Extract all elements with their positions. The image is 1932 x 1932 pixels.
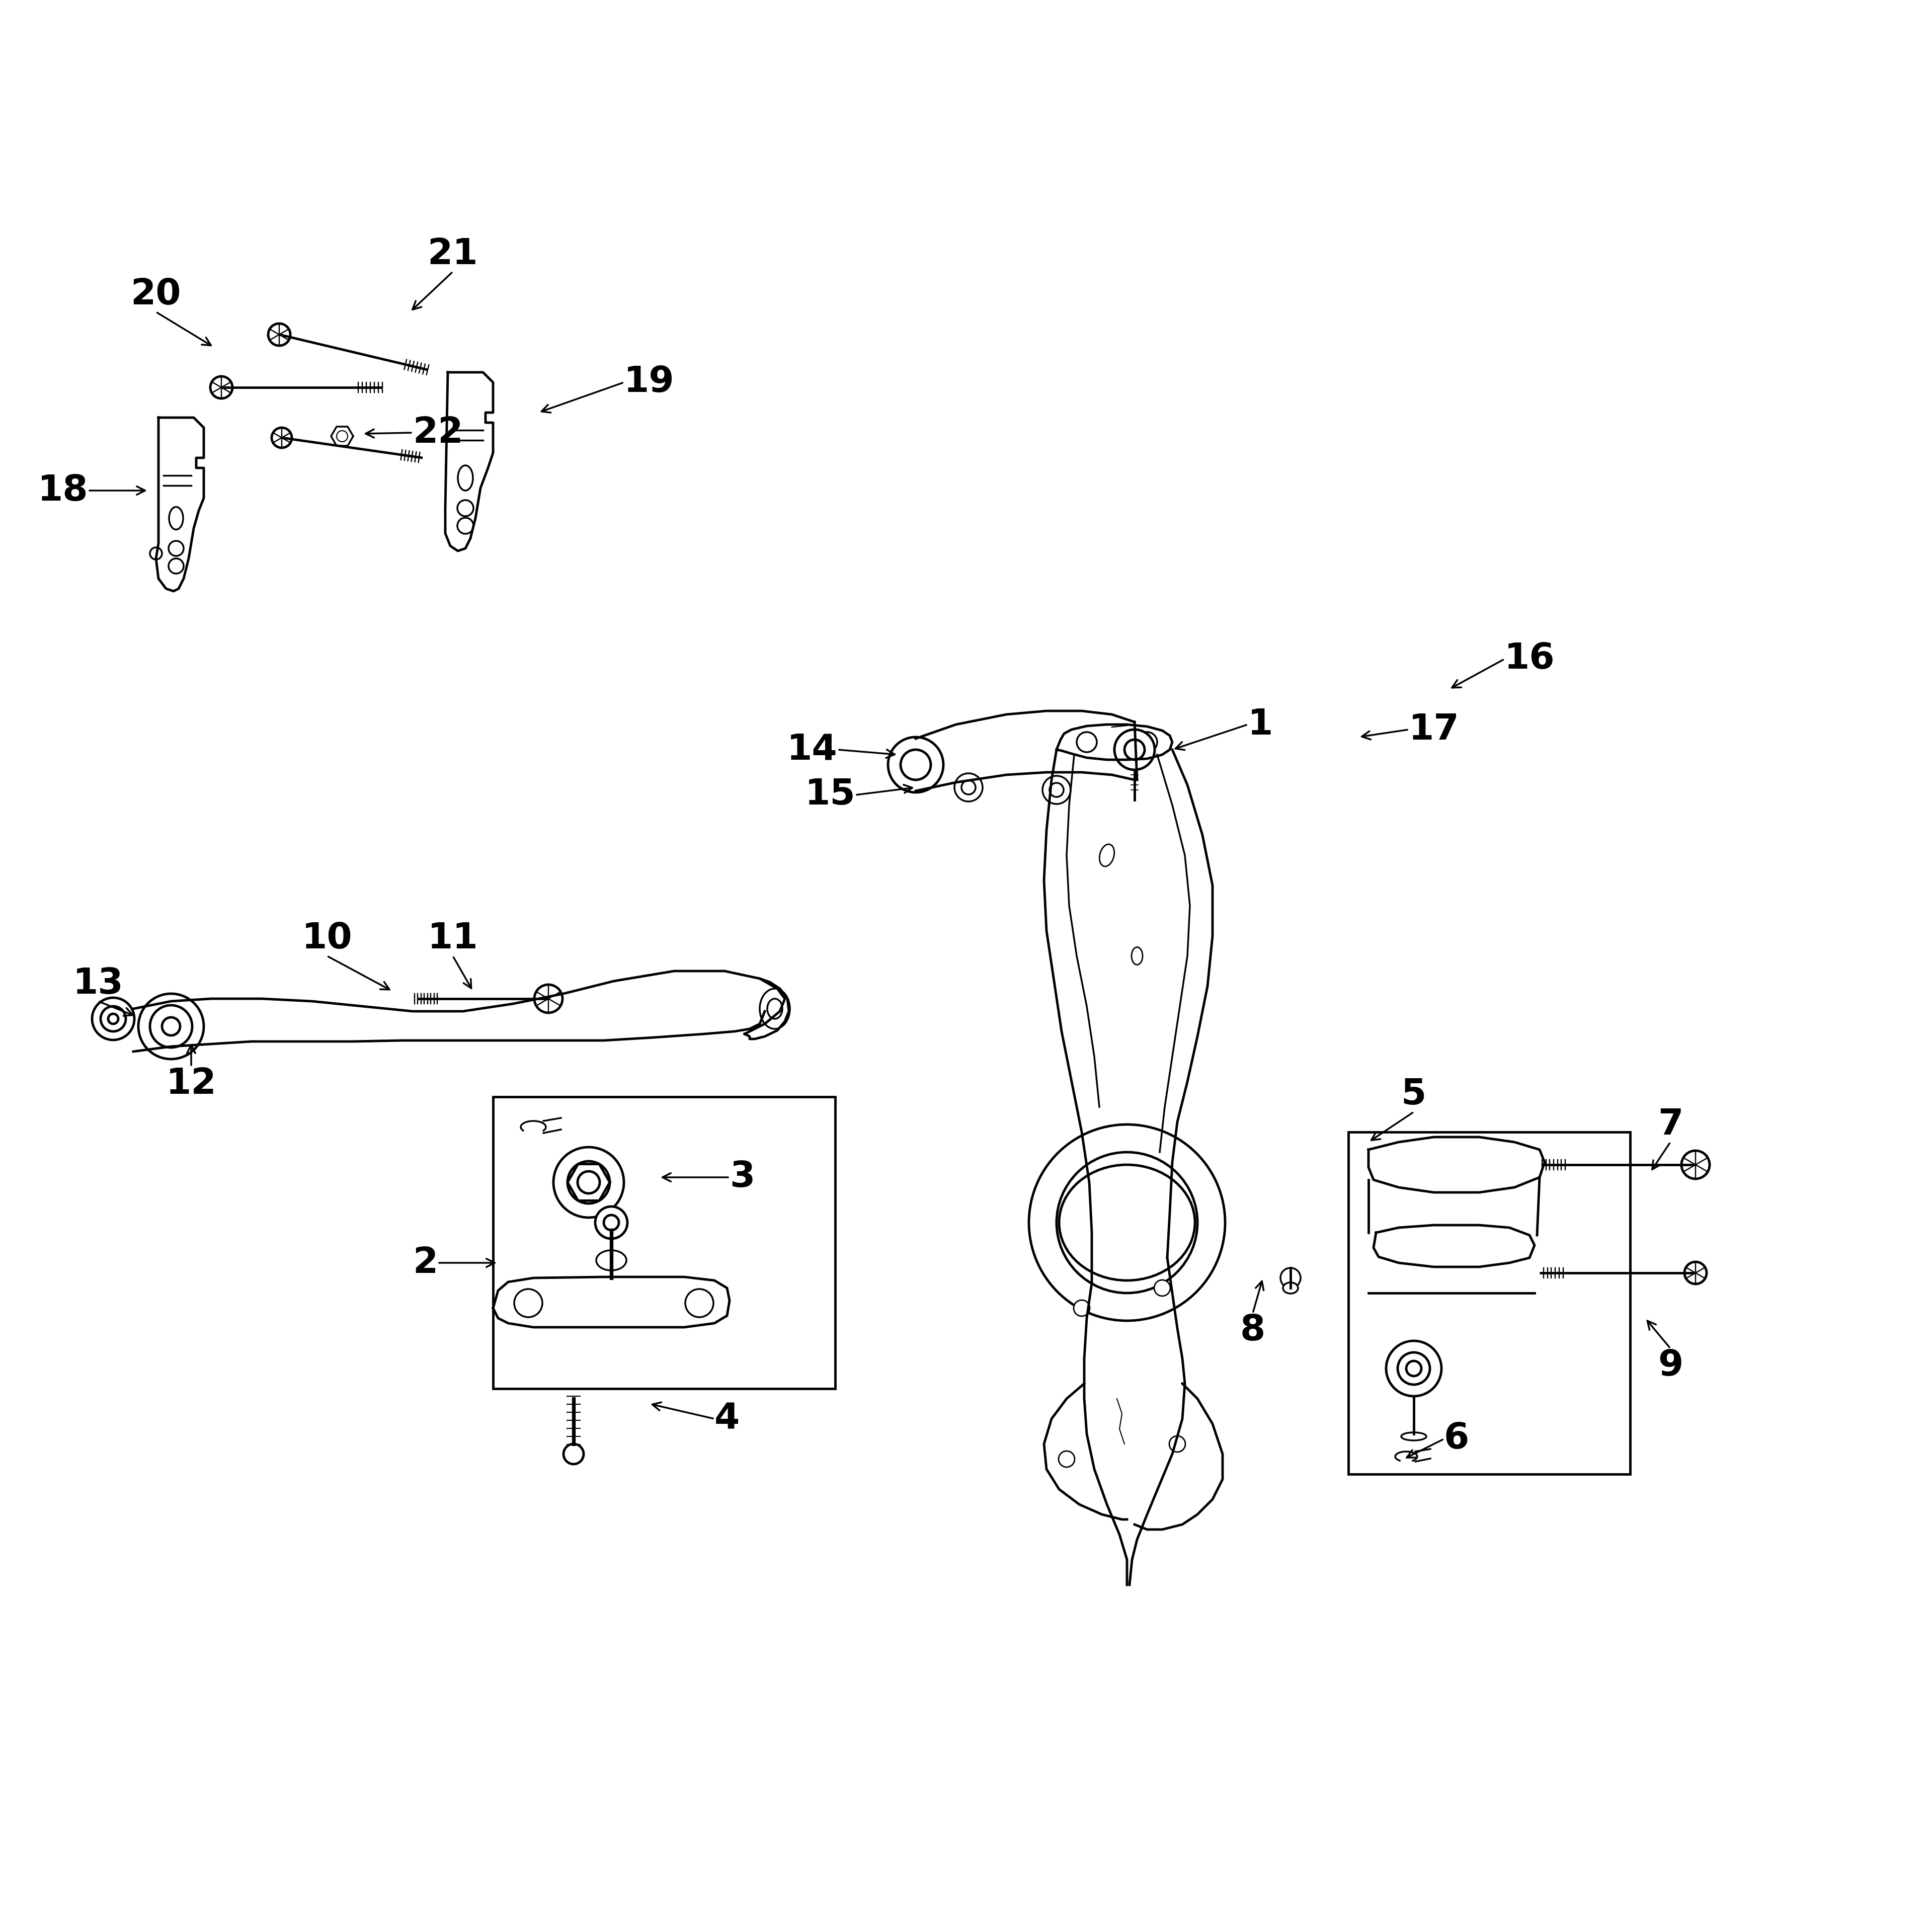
Text: 15: 15 (806, 777, 856, 811)
Text: 20: 20 (131, 276, 182, 311)
Circle shape (578, 1171, 599, 1194)
Text: 19: 19 (624, 365, 674, 400)
Circle shape (1281, 1267, 1300, 1289)
Circle shape (1115, 730, 1155, 769)
Circle shape (535, 985, 562, 1012)
Text: 18: 18 (37, 473, 89, 508)
Circle shape (962, 781, 976, 794)
Circle shape (162, 1018, 180, 1036)
Circle shape (1076, 732, 1097, 752)
Circle shape (151, 547, 162, 560)
Text: 6: 6 (1443, 1422, 1468, 1457)
Circle shape (1124, 740, 1144, 759)
Circle shape (1169, 1435, 1186, 1453)
Circle shape (1043, 777, 1070, 804)
Text: 10: 10 (301, 922, 352, 956)
Text: 7: 7 (1658, 1107, 1683, 1142)
Circle shape (1406, 1360, 1422, 1376)
Circle shape (1153, 1279, 1171, 1296)
Circle shape (272, 427, 292, 448)
Circle shape (211, 377, 232, 398)
Circle shape (1049, 782, 1065, 796)
Circle shape (100, 1007, 126, 1032)
Text: 14: 14 (786, 732, 838, 767)
Ellipse shape (1059, 1165, 1194, 1281)
Ellipse shape (1401, 1432, 1426, 1441)
Circle shape (1397, 1352, 1430, 1385)
Circle shape (1092, 1188, 1163, 1258)
Circle shape (1059, 1451, 1074, 1466)
Circle shape (1681, 1151, 1710, 1179)
Circle shape (686, 1289, 713, 1318)
Ellipse shape (1283, 1283, 1298, 1294)
Circle shape (1385, 1341, 1441, 1397)
Circle shape (603, 1215, 618, 1231)
Text: 5: 5 (1401, 1078, 1426, 1113)
Circle shape (889, 738, 943, 792)
Circle shape (93, 997, 135, 1039)
Circle shape (553, 1148, 624, 1217)
Text: 9: 9 (1658, 1349, 1683, 1383)
Circle shape (954, 773, 983, 802)
Circle shape (269, 323, 290, 346)
Text: 17: 17 (1408, 713, 1459, 748)
Circle shape (514, 1289, 543, 1318)
Ellipse shape (597, 1250, 626, 1271)
Text: 16: 16 (1505, 641, 1555, 676)
Text: 12: 12 (166, 1066, 216, 1101)
Text: 22: 22 (413, 415, 464, 450)
Circle shape (139, 993, 203, 1059)
Circle shape (1030, 1124, 1225, 1321)
Bar (1349, 1132, 1631, 1474)
Circle shape (1074, 1300, 1090, 1316)
Circle shape (151, 1005, 191, 1047)
Circle shape (564, 1443, 583, 1464)
Bar (493, 1097, 835, 1389)
Text: 13: 13 (73, 966, 124, 1001)
Text: 4: 4 (715, 1401, 740, 1435)
Circle shape (1685, 1262, 1706, 1285)
Text: 21: 21 (427, 238, 477, 272)
Circle shape (568, 1161, 611, 1204)
Text: 3: 3 (730, 1159, 755, 1194)
Text: 8: 8 (1240, 1314, 1265, 1349)
Circle shape (108, 1014, 118, 1024)
Circle shape (900, 750, 931, 781)
Text: 2: 2 (412, 1246, 439, 1281)
Text: 1: 1 (1248, 707, 1273, 742)
Text: 11: 11 (427, 922, 477, 956)
Circle shape (595, 1206, 628, 1238)
Circle shape (1138, 732, 1157, 752)
Circle shape (1057, 1151, 1198, 1293)
